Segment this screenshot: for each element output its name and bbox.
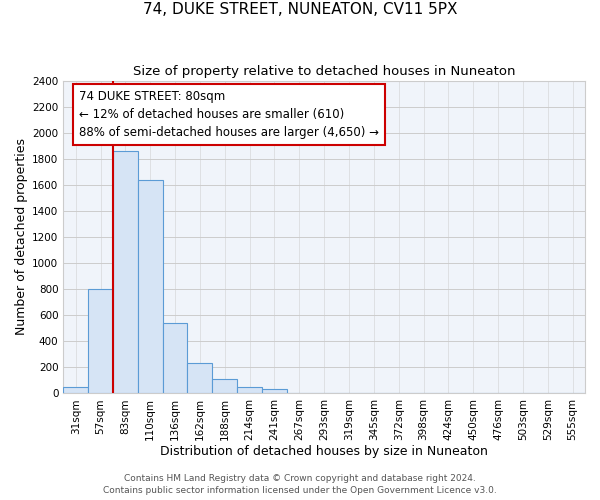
Text: 74, DUKE STREET, NUNEATON, CV11 5PX: 74, DUKE STREET, NUNEATON, CV11 5PX xyxy=(143,2,457,18)
Y-axis label: Number of detached properties: Number of detached properties xyxy=(15,138,28,336)
Title: Size of property relative to detached houses in Nuneaton: Size of property relative to detached ho… xyxy=(133,65,515,78)
Bar xyxy=(163,323,187,394)
Bar xyxy=(262,389,287,394)
Bar xyxy=(113,151,138,394)
Text: Contains HM Land Registry data © Crown copyright and database right 2024.
Contai: Contains HM Land Registry data © Crown c… xyxy=(103,474,497,495)
Bar xyxy=(187,362,212,394)
Bar xyxy=(212,379,237,394)
X-axis label: Distribution of detached houses by size in Nuneaton: Distribution of detached houses by size … xyxy=(160,444,488,458)
Bar xyxy=(88,289,113,394)
Bar xyxy=(138,180,163,394)
Bar xyxy=(63,387,88,394)
Text: 74 DUKE STREET: 80sqm
← 12% of detached houses are smaller (610)
88% of semi-det: 74 DUKE STREET: 80sqm ← 12% of detached … xyxy=(79,90,379,139)
Bar xyxy=(237,387,262,394)
